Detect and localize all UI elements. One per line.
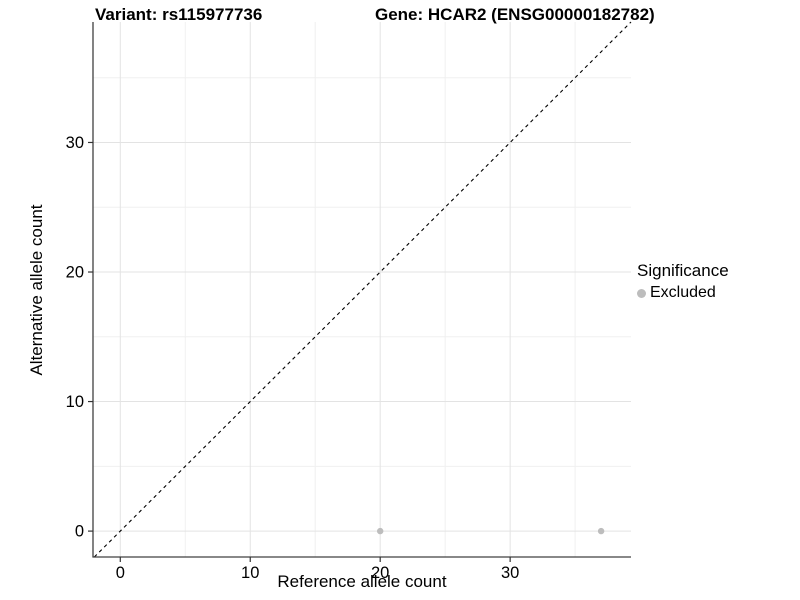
legend-title: Significance (637, 261, 729, 280)
x-tick-label: 10 (241, 564, 259, 582)
legend-item-label: Excluded (650, 284, 716, 301)
excluded-point-icon (637, 288, 646, 298)
x-tick-label: 30 (501, 564, 519, 582)
plot-title-gene: Gene: HCAR2 (ENSG00000182782) (375, 5, 655, 24)
plot-title: Variant: rs115977736 Gene: HCAR2 (ENSG00… (0, 5, 800, 27)
y-tick-label: 30 (66, 134, 84, 152)
data-point (376, 527, 384, 535)
data-point (597, 527, 605, 535)
x-tick-label: 20 (371, 564, 389, 582)
plot-title-variant: Variant: rs115977736 (95, 5, 263, 24)
x-axis-label: Reference allele count (277, 572, 447, 591)
y-tick-label: 10 (66, 393, 84, 411)
y-tick-label: 20 (66, 264, 84, 282)
legend-item-excluded: Excluded (637, 284, 729, 302)
x-tick-label: 0 (116, 564, 125, 582)
legend: Significance Excluded (637, 261, 729, 302)
identity-line (93, 21, 632, 558)
y-tick-label: 0 (75, 523, 84, 541)
y-axis-label: Alternative allele count (27, 204, 46, 376)
